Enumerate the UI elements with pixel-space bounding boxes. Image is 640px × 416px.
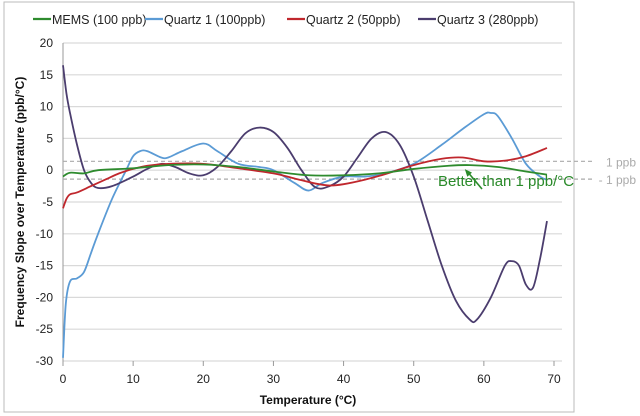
reference-line-label: - 1 ppb [599, 173, 637, 187]
reference-line-label: 1 ppb [606, 155, 636, 169]
x-tick-label: 50 [407, 372, 421, 386]
y-axis-label: Frequency Slope over Temperature (ppb/°C… [13, 77, 27, 328]
chart-frame [3, 1, 575, 413]
y-tick-label: -5 [42, 195, 53, 209]
series-line-quartz-1-100ppb [62, 111, 548, 358]
y-tick-label: 15 [40, 68, 54, 82]
y-tick-label: -20 [36, 290, 54, 304]
y-tick-label: -10 [36, 227, 54, 241]
y-tick-label: -15 [36, 259, 54, 273]
y-tick-label: -30 [36, 354, 54, 368]
x-tick-label: 20 [197, 372, 211, 386]
legend-entry: MEMS (100 ppb) [52, 13, 146, 27]
annotation-text: Better than 1 ppb/°C [438, 173, 574, 190]
legend-entry: Quartz 3 (280ppb) [437, 13, 538, 27]
annotation-arrowhead [464, 169, 472, 177]
legend-entry: Quartz 1 (100ppb) [164, 13, 265, 27]
x-tick-label: 60 [477, 372, 491, 386]
series-line-mems-100-ppb [62, 163, 548, 178]
y-tick-label: 5 [46, 131, 53, 145]
y-tick-label: 0 [46, 163, 53, 177]
x-tick-label: 0 [60, 372, 67, 386]
y-tick-label: -25 [36, 322, 54, 336]
x-tick-label: 10 [126, 372, 140, 386]
series-line-quartz-2-50ppb [62, 147, 548, 209]
x-tick-label: 70 [547, 372, 561, 386]
x-tick-label: 40 [337, 372, 351, 386]
x-tick-label: 30 [267, 372, 281, 386]
series-line-quartz-3-280ppb [62, 65, 548, 324]
y-tick-label: 10 [40, 100, 54, 114]
annotation-arrow [467, 171, 483, 190]
x-axis-label: Temperature (°C) [260, 393, 357, 407]
y-tick-label: 20 [40, 36, 54, 50]
legend-entry: Quartz 2 (50ppb) [306, 13, 401, 27]
